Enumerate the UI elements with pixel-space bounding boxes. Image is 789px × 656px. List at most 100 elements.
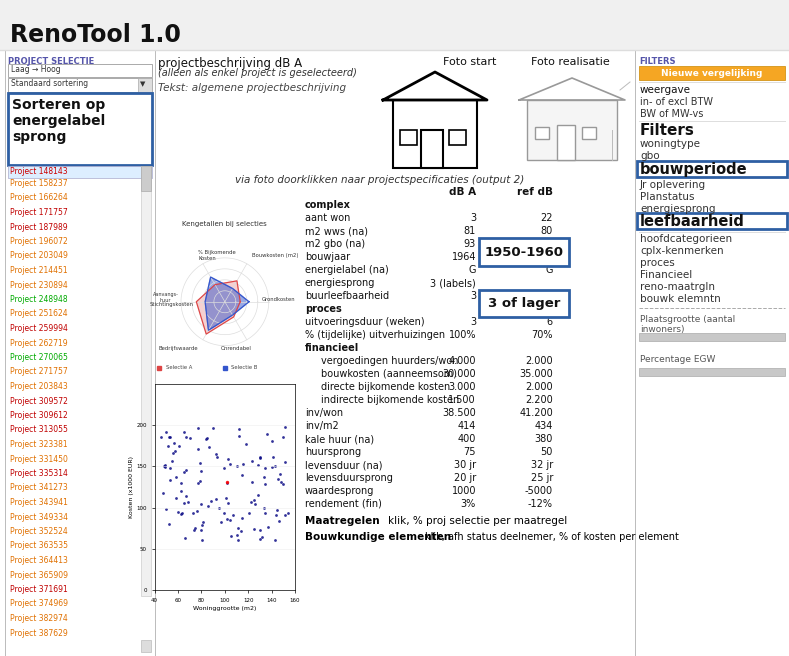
Text: Project 214451: Project 214451 bbox=[10, 266, 68, 275]
Text: 380: 380 bbox=[535, 434, 553, 444]
Text: Tekst: algemene projectbeschrijving: Tekst: algemene projectbeschrijving bbox=[158, 83, 346, 93]
Text: Bouwkosten (m2): Bouwkosten (m2) bbox=[252, 253, 298, 258]
Point bbox=[234, 526, 247, 537]
Text: PROJECT SELECTIE: PROJECT SELECTIE bbox=[8, 57, 94, 66]
Text: Project 323381: Project 323381 bbox=[10, 440, 68, 449]
Text: in- of excl BTW: in- of excl BTW bbox=[640, 97, 713, 107]
Text: % (tijdelijke) uitverhuizingen: % (tijdelijke) uitverhuizingen bbox=[305, 330, 445, 340]
Text: (alleen als enkel project is geselecteerd): (alleen als enkel project is geselecteer… bbox=[158, 68, 357, 78]
Text: Project 148143: Project 148143 bbox=[10, 167, 68, 176]
Point bbox=[236, 470, 249, 480]
Point bbox=[242, 508, 255, 518]
Bar bbox=[635, 50, 789, 656]
Point bbox=[192, 443, 204, 454]
Point bbox=[194, 499, 207, 509]
Point bbox=[163, 432, 176, 442]
Point bbox=[236, 459, 249, 469]
Point bbox=[195, 525, 208, 535]
Point bbox=[200, 434, 213, 445]
Point bbox=[245, 476, 258, 487]
Point bbox=[230, 529, 243, 540]
Point bbox=[166, 456, 178, 466]
Text: Project 309572: Project 309572 bbox=[10, 396, 68, 405]
Text: Bouwkundige elementen: Bouwkundige elementen bbox=[305, 532, 451, 542]
Point bbox=[268, 535, 281, 546]
Bar bbox=[0, 0, 789, 50]
Text: huursprong: huursprong bbox=[305, 447, 361, 457]
Text: G: G bbox=[469, 265, 476, 275]
Text: Kengetallen bij selecties: Kengetallen bij selecties bbox=[182, 221, 267, 227]
Point bbox=[159, 462, 171, 473]
Text: 434: 434 bbox=[535, 421, 553, 431]
Text: 414: 414 bbox=[458, 421, 476, 431]
Polygon shape bbox=[205, 277, 249, 330]
Text: G: G bbox=[545, 265, 553, 275]
Point bbox=[162, 441, 174, 451]
Text: directe bijkomende kosten: directe bijkomende kosten bbox=[321, 382, 451, 392]
Text: Project 352524: Project 352524 bbox=[10, 527, 68, 536]
Point bbox=[257, 471, 270, 482]
Text: Project 363535: Project 363535 bbox=[10, 541, 68, 550]
Text: Foto start: Foto start bbox=[443, 57, 496, 67]
Point bbox=[213, 502, 226, 513]
Point bbox=[186, 507, 199, 518]
Text: 2.000: 2.000 bbox=[525, 382, 553, 392]
Point bbox=[155, 432, 167, 442]
Text: 6: 6 bbox=[547, 317, 553, 327]
Text: financieel: financieel bbox=[305, 343, 359, 353]
Text: 3: 3 bbox=[470, 317, 476, 327]
Text: BW of MW-vs: BW of MW-vs bbox=[640, 109, 703, 119]
Point bbox=[231, 535, 244, 545]
Point bbox=[226, 510, 239, 520]
Text: Project 262719: Project 262719 bbox=[10, 338, 68, 348]
Point bbox=[253, 451, 266, 462]
Point bbox=[271, 474, 284, 484]
Point bbox=[267, 452, 279, 462]
Text: Plaatsgrootte (aantal
inwoners): Plaatsgrootte (aantal inwoners) bbox=[640, 315, 735, 335]
Point bbox=[218, 462, 230, 473]
Point bbox=[209, 449, 222, 460]
Text: Project 196072: Project 196072 bbox=[10, 237, 68, 246]
Text: 30 jr: 30 jr bbox=[454, 460, 476, 470]
Point bbox=[219, 493, 232, 504]
Point bbox=[246, 455, 259, 466]
Text: 32 jr: 32 jr bbox=[531, 460, 553, 470]
Point bbox=[220, 478, 233, 488]
Text: 4.000: 4.000 bbox=[448, 356, 476, 366]
Point bbox=[200, 433, 213, 443]
Text: RenoTool 1.0: RenoTool 1.0 bbox=[10, 23, 181, 47]
Text: Laag → Hoog: Laag → Hoog bbox=[11, 65, 61, 74]
Bar bbox=[449, 130, 466, 145]
Text: complex: complex bbox=[305, 200, 351, 210]
Text: Project 270065: Project 270065 bbox=[10, 353, 68, 362]
Bar bbox=[141, 166, 151, 191]
Text: Standaard sortering: Standaard sortering bbox=[11, 79, 88, 88]
Text: 50: 50 bbox=[540, 447, 553, 457]
Text: bouwjaar: bouwjaar bbox=[305, 252, 350, 262]
Text: Filters: Filters bbox=[640, 123, 695, 138]
Text: 38.500: 38.500 bbox=[443, 408, 476, 418]
Text: 3 (labels): 3 (labels) bbox=[430, 278, 476, 288]
Text: projectbeschrijving dB A: projectbeschrijving dB A bbox=[158, 57, 302, 70]
Point bbox=[192, 478, 204, 489]
Bar bbox=[400, 130, 417, 145]
Text: 81: 81 bbox=[464, 226, 476, 236]
Point bbox=[274, 469, 286, 480]
Bar bbox=[138, 78, 152, 92]
Text: Project 248948: Project 248948 bbox=[10, 295, 68, 304]
Point bbox=[196, 520, 208, 530]
Text: bouwkosten (aanneemsom): bouwkosten (aanneemsom) bbox=[321, 369, 457, 379]
Text: klik, % proj selectie per maatregel: klik, % proj selectie per maatregel bbox=[388, 516, 567, 526]
Text: cplx-kenmerken: cplx-kenmerken bbox=[640, 246, 724, 256]
Point bbox=[170, 493, 182, 504]
Point bbox=[168, 438, 181, 448]
Text: 2.000: 2.000 bbox=[525, 356, 553, 366]
Point bbox=[245, 497, 258, 507]
Point bbox=[277, 432, 290, 442]
Text: Project 166264: Project 166264 bbox=[10, 194, 68, 203]
Text: Project 251624: Project 251624 bbox=[10, 310, 68, 319]
Text: Percentage EGW: Percentage EGW bbox=[640, 355, 716, 364]
Point bbox=[160, 503, 173, 514]
Text: Project 187989: Project 187989 bbox=[10, 222, 68, 232]
Text: Project 382974: Project 382974 bbox=[10, 614, 68, 623]
